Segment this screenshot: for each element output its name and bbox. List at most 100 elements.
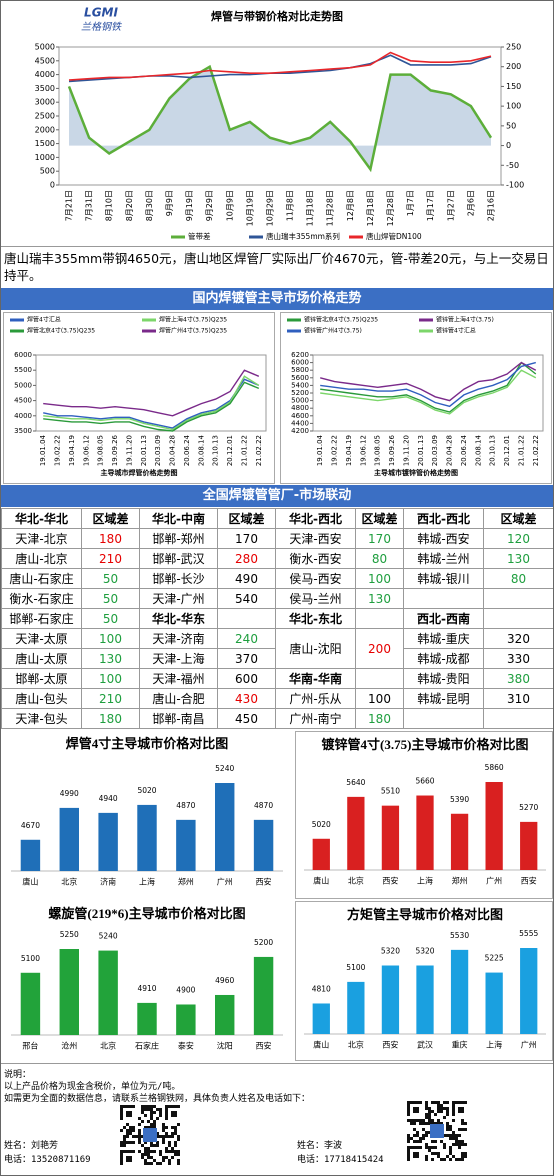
table-cell: 邯郸-长沙 — [139, 568, 218, 589]
x-tick-label: 沧州 — [61, 1041, 77, 1051]
bar — [253, 956, 274, 1035]
y-tick-label: 4400 — [291, 419, 309, 427]
table-cell: 邯郸-武汉 — [139, 548, 218, 569]
legend-label: 管带差 — [188, 231, 211, 241]
table-cell: 广州-南宁 — [275, 708, 356, 729]
x-tick-label: 北京 — [348, 876, 364, 886]
table-cell: 540 — [217, 588, 276, 609]
table-cell: 120 — [483, 528, 553, 549]
x-tick-label: 广州 — [217, 877, 233, 887]
x-tick-label: 21.02.22 — [255, 435, 263, 466]
value-label: 4960 — [215, 976, 234, 985]
x-tick-label: 济南 — [100, 877, 116, 887]
x-tick-label: 唐山 — [22, 877, 38, 887]
table-cell: 80 — [355, 548, 404, 569]
table-row: 天津-太原 100 天津-济南 240 唐山-沈阳 200 韩城-重庆 320 — [1, 628, 553, 669]
x-tick-label: 19.06.12 — [359, 435, 367, 466]
footer-line: 说明： — [4, 1070, 32, 1080]
table-cell: 西北-西北 — [403, 508, 484, 529]
y-tick-label: 3500 — [35, 84, 55, 93]
y-tick-label: 0 — [50, 181, 55, 190]
x-tick-label: 10月9日 — [225, 190, 234, 221]
table-cell: 100 — [81, 628, 140, 649]
table-row: 天津-包头 180 邯郸-南昌 450 广州-南宁 180 — [1, 708, 553, 729]
contact-name: 姓名：李波 — [297, 1141, 343, 1151]
bar-chart: 焊管4寸主导城市价格对比图 4670 唐山 4990 北京 4940 济南 5020 上海 487… — [11, 736, 283, 887]
x-tick-label: 7月21日 — [65, 190, 74, 221]
x-tick-label: 20.06.24 — [183, 434, 191, 466]
series-line — [320, 369, 537, 415]
bar — [98, 950, 118, 1035]
y2-tick-label: -50 — [506, 161, 519, 170]
series-line — [320, 361, 537, 413]
table-cell — [403, 588, 484, 609]
value-label: 4870 — [176, 801, 195, 810]
table-cell: 唐山-合肥 — [139, 688, 218, 709]
table-cell: 衡水-西安 — [275, 548, 356, 569]
table-cell: 韩城-成都 — [403, 648, 484, 669]
y2-tick-label: 150 — [506, 82, 521, 91]
value-label: 5320 — [381, 947, 400, 956]
bar — [215, 783, 235, 871]
table-cell: 广州-乐从 — [275, 688, 356, 709]
table-cell: 天津-福州 — [139, 668, 218, 689]
x-tick-label: 19.02.22 — [54, 435, 62, 466]
table-cell: 200 — [355, 628, 404, 669]
value-label: 5320 — [415, 947, 434, 956]
table-cell: 450 — [217, 708, 276, 729]
table-cell: 韩城-银川 — [403, 568, 484, 589]
x-tick-label: 21.02.22 — [532, 435, 540, 466]
table-cell: 130 — [81, 648, 140, 669]
x-tick-label: 19.08.05 — [97, 435, 105, 466]
x-tick-label: 郑州 — [452, 876, 468, 886]
y-tick-label: 5200 — [291, 389, 309, 397]
contact-phone: 电话：17718415424 — [297, 1155, 384, 1165]
bar — [381, 805, 400, 870]
y-tick-label: 5600 — [291, 374, 309, 382]
price-diff-chart: LGMI 兰格钢铁 焊管与带钢价格对比走势图050010001500200025… — [35, 6, 525, 242]
table-row: 邯郸-太原 100 天津-福州 600 华南-华南 韩城-贵阳 380 — [1, 668, 553, 689]
contact-name: 姓名：刘艳芳 — [4, 1141, 59, 1151]
value-label: 5860 — [485, 763, 504, 772]
table-cell: 华北-西北 — [275, 508, 356, 529]
y-tick-label: 500 — [40, 167, 55, 176]
table-cell: 210 — [81, 688, 140, 709]
value-label: 5250 — [60, 930, 79, 939]
x-tick-label: 21.01.22 — [240, 435, 248, 466]
table-cell: 180 — [81, 528, 140, 549]
x-tick-label: 西安 — [256, 877, 272, 887]
bar — [312, 838, 330, 870]
x-tick-label: 20.04.28 — [169, 435, 177, 466]
legend-label: 镀锌管广州4寸(3.75) — [304, 327, 362, 335]
bar-chart: 螺旋管(219*6)主导城市价格对比图 5100 邢台 5250 沧州 5240 北京 491… — [11, 906, 283, 1051]
y-tick-label: 5000 — [291, 397, 309, 405]
y-tick-label: 4500 — [14, 397, 32, 405]
x-tick-label: 广州 — [521, 1040, 537, 1050]
table-row: 唐山-石家庄 50 邯郸-长沙 490 侯马-西安 100 韩城-银川 80 — [1, 568, 553, 589]
table-row: 唐山-包头 210 唐山-合肥 430 广州-乐从 100 韩城-昆明 310 — [1, 688, 553, 709]
series-line — [67, 64, 493, 173]
logo-mark: LGMI — [84, 6, 118, 20]
table-cell: 侯马-兰州 — [275, 588, 356, 609]
x-tick-label: 1月17日 — [426, 190, 435, 221]
y-tick-label: 4000 — [35, 70, 55, 79]
legend-label: 焊管广州4寸(3.75)Q235 — [159, 327, 227, 335]
footer-line: 如需更为全面的数据信息，请联系兰格钢铁网，具体负责人姓名及电话如下： — [4, 1094, 311, 1104]
x-tick-label: 北京 — [100, 1041, 116, 1051]
bar — [312, 1003, 330, 1034]
bar-chart: 方矩管主导城市价格对比图 4810 唐山 5100 北京 5320 西安 5320 武汉 5530… — [295, 901, 553, 1061]
footer-line: 以上产品价格为现金含税价，单位为元/吨。 — [4, 1082, 181, 1092]
table-cell: 韩城-贵阳 — [403, 668, 484, 689]
table-cell: 130 — [483, 548, 553, 569]
x-tick-label: 7月31日 — [85, 190, 94, 221]
table-cell: 华北-华北 — [1, 508, 82, 529]
table-cell: 50 — [81, 568, 140, 589]
bar — [485, 782, 503, 870]
x-tick-label: 北京 — [348, 1040, 364, 1050]
series-line — [43, 378, 260, 429]
table-cell: 80 — [483, 568, 553, 589]
value-label: 4670 — [21, 821, 40, 830]
table-cell: 唐山-太原 — [1, 648, 82, 669]
table-cell — [483, 708, 553, 729]
table-row: 邯郸-石家庄 50 华北-华东 华北-东北 西北-西南 — [1, 608, 553, 629]
